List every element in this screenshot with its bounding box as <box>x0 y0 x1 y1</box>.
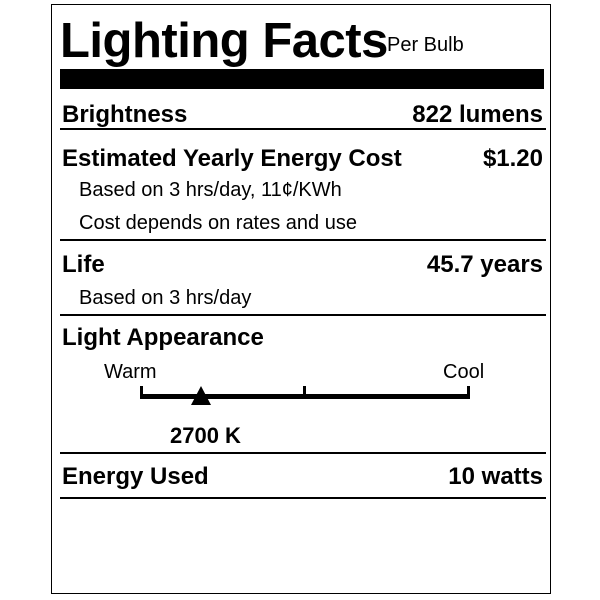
life-note: Based on 3 hrs/day <box>79 287 252 309</box>
scale-tick <box>140 386 143 396</box>
energy-label: Energy Used <box>62 463 209 490</box>
warm-label: Warm <box>104 361 157 383</box>
divider <box>60 452 546 454</box>
energy-value: 10 watts <box>448 463 543 490</box>
cost-value: $1.20 <box>482 145 543 172</box>
title-bar <box>60 69 544 89</box>
scale-tick <box>467 386 470 396</box>
lighting-facts-label: Lighting Facts Per Bulb Brightness 822 l… <box>51 4 551 594</box>
divider <box>60 128 546 130</box>
life-value: 45.7 years <box>426 251 543 278</box>
color-temperature-value: 2700 K <box>170 423 241 448</box>
divider <box>60 314 546 316</box>
color-temperature-marker <box>191 386 212 405</box>
brightness-label: Brightness <box>62 101 188 128</box>
cost-note-rates: Cost depends on rates and use <box>79 212 357 234</box>
cost-note-basis: Based on 3 hrs/day, 11¢/KWh <box>79 179 342 201</box>
brightness-value: 822 lumens <box>412 101 543 128</box>
divider <box>60 239 546 241</box>
life-label: Life <box>62 251 105 278</box>
label-subtitle: Per Bulb <box>387 34 464 56</box>
color-temperature-scale <box>140 386 470 405</box>
label-title: Lighting Facts <box>60 14 388 68</box>
cost-label: Estimated Yearly Energy Cost <box>62 145 402 172</box>
appearance-label: Light Appearance <box>62 324 264 351</box>
cool-label: Cool <box>443 361 485 383</box>
scale-tick <box>303 386 306 396</box>
divider <box>60 497 546 499</box>
